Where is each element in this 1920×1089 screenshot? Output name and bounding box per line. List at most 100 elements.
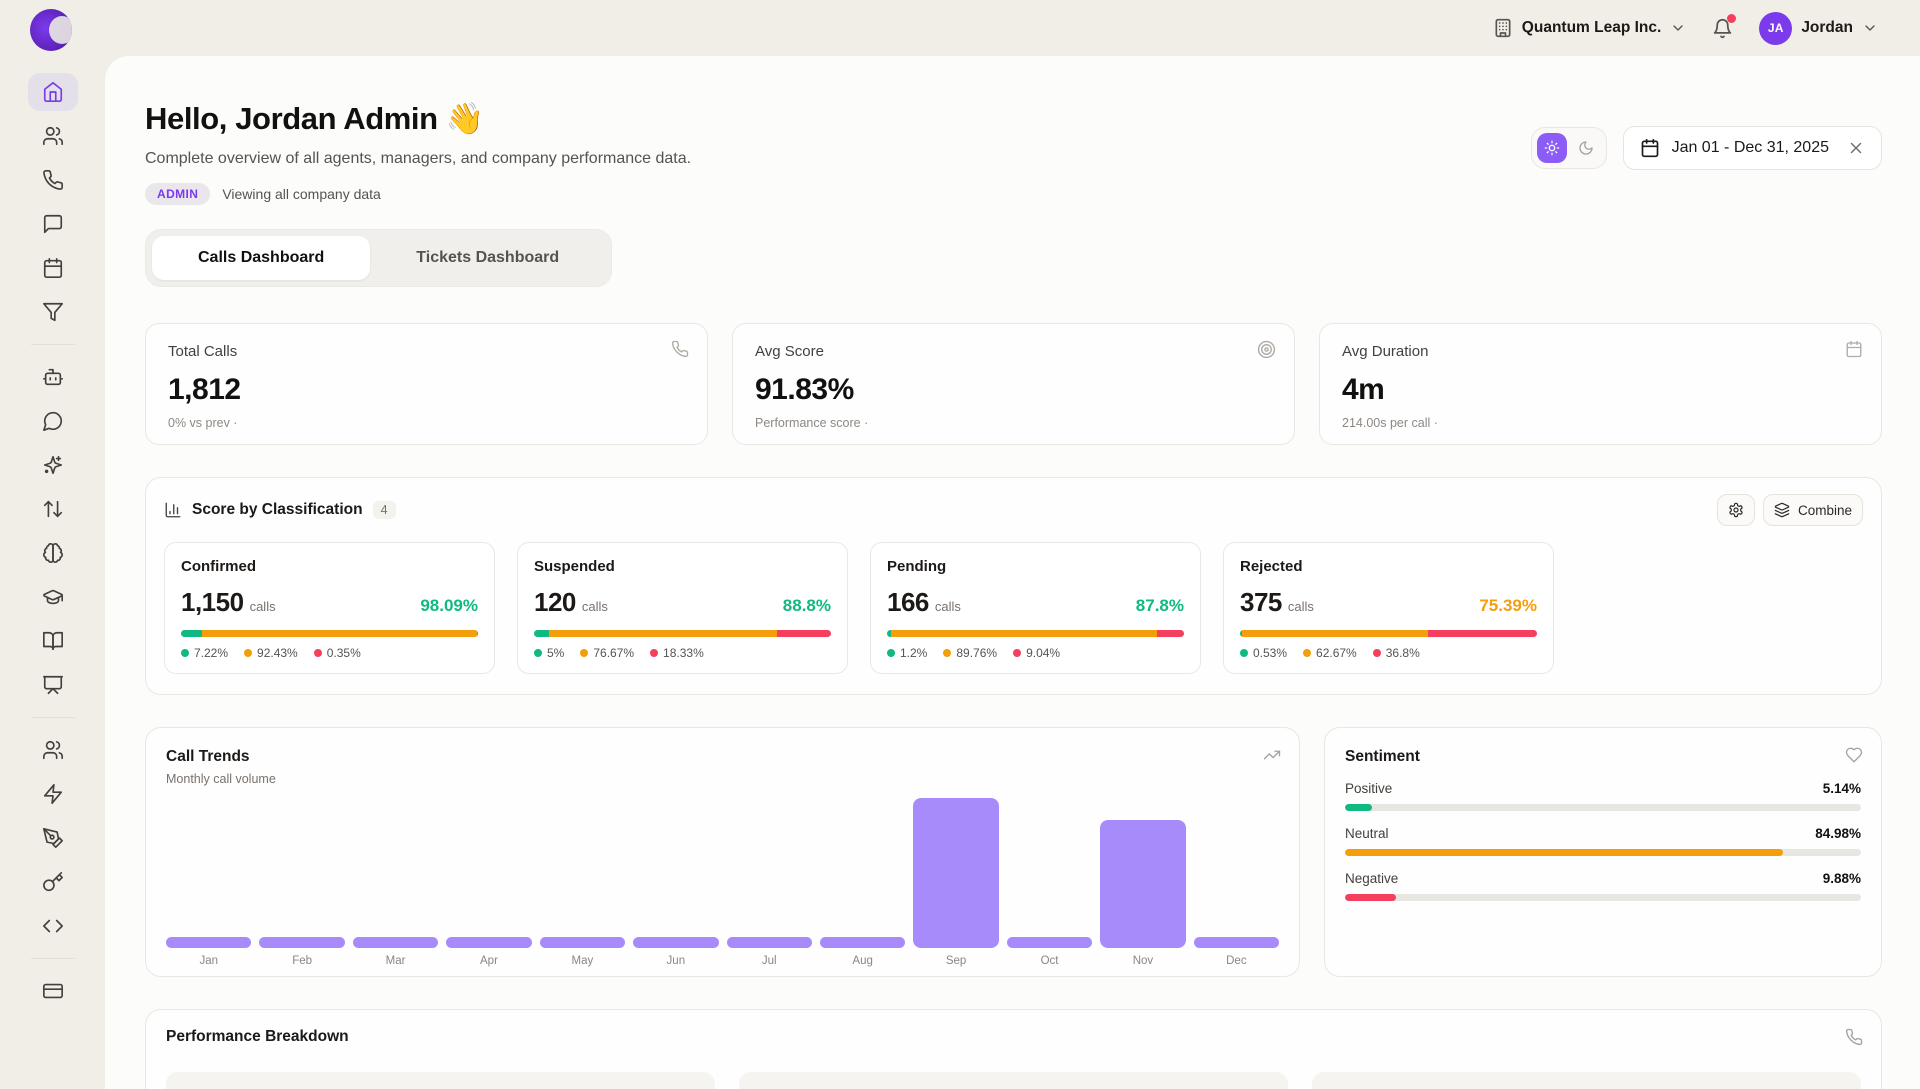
performance-breakdown-title: Performance Breakdown bbox=[166, 1028, 349, 1045]
trend-axis-label: Sep bbox=[945, 955, 967, 967]
sidebar-item-filters[interactable] bbox=[28, 293, 78, 331]
stat-sub: Performance score · bbox=[755, 416, 869, 430]
breakdown-cell-total-calls: Total Calls bbox=[166, 1072, 715, 1089]
theme-toggle[interactable] bbox=[1530, 127, 1607, 169]
dark-mode-button[interactable] bbox=[1571, 133, 1601, 163]
calendar-icon bbox=[1641, 138, 1658, 158]
trend-bar-jan[interactable] bbox=[166, 937, 252, 948]
company-picker[interactable]: Quantum Leap Inc. bbox=[1493, 18, 1687, 38]
phone-icon bbox=[42, 170, 63, 190]
settings-button[interactable] bbox=[1716, 494, 1755, 526]
trend-bar-dec[interactable] bbox=[1193, 937, 1280, 948]
trend-bar-feb[interactable] bbox=[259, 937, 345, 948]
chevron-down-icon bbox=[1670, 20, 1686, 36]
sidebar-item-calls[interactable] bbox=[28, 161, 78, 199]
sidebar-item-access[interactable] bbox=[28, 863, 78, 901]
trend-axis-label: Jan bbox=[199, 955, 218, 967]
breakdown-cell-active-agents: Active Agents bbox=[739, 1072, 1288, 1089]
trend-bar-sep[interactable] bbox=[913, 798, 999, 948]
sidebar-item-bot[interactable] bbox=[28, 358, 78, 396]
zap-icon bbox=[43, 784, 62, 804]
classification-calls-suffix: calls bbox=[249, 599, 276, 614]
sidebar-item-calendar[interactable] bbox=[28, 249, 78, 287]
sidebar-item-developer[interactable] bbox=[28, 907, 78, 945]
sidebar-item-users[interactable] bbox=[28, 117, 78, 155]
trend-bar-mar[interactable] bbox=[352, 937, 439, 948]
stat-card-avg-score: Avg Score 91.83% Performance score · bbox=[732, 323, 1295, 445]
tab-calls-dashboard[interactable]: Calls Dashboard bbox=[152, 236, 371, 280]
trend-bar-apr[interactable] bbox=[446, 937, 532, 948]
home-icon bbox=[43, 82, 62, 102]
sidebar-item-training[interactable] bbox=[28, 578, 78, 616]
stats-row: Total Calls 1,812 0% vs prev · Avg Score… bbox=[145, 323, 1882, 445]
phone-icon bbox=[671, 340, 689, 358]
user-name: Jordan bbox=[1801, 19, 1853, 36]
trending-up-icon bbox=[1263, 746, 1281, 764]
stat-value: 4m bbox=[1342, 373, 1385, 406]
count-badge: 4 bbox=[372, 501, 396, 519]
key-icon bbox=[42, 872, 63, 892]
page-title: Hello, Jordan Admin 👋 bbox=[145, 101, 485, 136]
trend-axis-label: May bbox=[571, 955, 594, 967]
sidebar-item-home[interactable] bbox=[27, 73, 78, 111]
trend-axis-label: Mar bbox=[385, 955, 406, 967]
trend-bar-may[interactable] bbox=[539, 937, 626, 948]
trend-bar-jun[interactable] bbox=[633, 937, 719, 948]
sidebar-item-transfers[interactable] bbox=[28, 490, 78, 528]
sidebar-item-presentation[interactable] bbox=[28, 666, 78, 704]
sentiment-row-negative: Negative 9.88% bbox=[1345, 871, 1861, 901]
classification-title: Confirmed bbox=[181, 558, 256, 575]
trend-bar-nov[interactable] bbox=[1100, 820, 1186, 948]
sidebar-item-messages[interactable] bbox=[28, 205, 78, 243]
sentiment-row-positive: Positive 5.14% bbox=[1345, 781, 1861, 811]
sparkles-icon bbox=[43, 455, 62, 475]
sidebar-item-library[interactable] bbox=[28, 622, 78, 660]
trend-bar-jul[interactable] bbox=[726, 937, 812, 948]
chart-subtitle: Monthly call volume bbox=[166, 772, 276, 786]
notifications-button[interactable] bbox=[1712, 13, 1737, 39]
combine-button[interactable]: Combine bbox=[1762, 494, 1863, 526]
bar-chart-axis: Jan Feb Mar Apr May Jun Jul Aug Sep Oct Nov Dec bbox=[166, 955, 1279, 967]
stat-label: Avg Score bbox=[755, 343, 824, 360]
stat-card-avg-duration: Avg Duration 4m 214.00s per call · bbox=[1319, 323, 1882, 445]
breakdown-cell-avg-score: Avg Score bbox=[1312, 1072, 1861, 1089]
section-title: Score by Classification bbox=[192, 501, 363, 518]
date-range-picker[interactable]: Jan 01 - Dec 31, 2025 bbox=[1622, 126, 1882, 170]
sidebar-divider bbox=[30, 717, 75, 718]
combine-label: Combine bbox=[1797, 502, 1852, 518]
classification-card-suspended: Suspended 120 calls 88.8% 5% 76.67% 18.3… bbox=[517, 542, 848, 674]
sentiment-title: Sentiment bbox=[1345, 748, 1420, 765]
classification-title: Pending bbox=[887, 558, 947, 575]
brain-icon bbox=[42, 543, 63, 563]
sidebar-item-insights[interactable] bbox=[28, 534, 78, 572]
classification-legend: 1.2% 89.76% 9.04% bbox=[887, 646, 1184, 660]
trend-axis-label: Aug bbox=[852, 955, 873, 967]
classification-title: Rejected bbox=[1240, 558, 1303, 575]
sidebar-item-team[interactable] bbox=[28, 731, 78, 769]
credit-card-icon bbox=[42, 983, 63, 999]
sidebar-item-ai[interactable] bbox=[28, 446, 78, 484]
sidebar-item-automations[interactable] bbox=[28, 775, 78, 813]
stat-label: Total Calls bbox=[168, 343, 238, 360]
arrow-up-down-icon bbox=[43, 500, 62, 518]
users-icon bbox=[42, 126, 63, 146]
sidebar-item-chat[interactable] bbox=[28, 402, 78, 440]
calendar-icon bbox=[1845, 340, 1863, 358]
classification-progress-bar bbox=[887, 630, 1184, 637]
classification-score: 98.09% bbox=[420, 596, 478, 615]
user-menu[interactable]: JA Jordan bbox=[1759, 11, 1878, 45]
trend-bar-aug[interactable] bbox=[819, 937, 906, 948]
tab-tickets-dashboard[interactable]: Tickets Dashboard bbox=[416, 249, 560, 266]
sidebar-item-design[interactable] bbox=[28, 819, 78, 857]
trend-bar-oct[interactable] bbox=[1006, 937, 1093, 948]
bar-chart-icon bbox=[165, 502, 181, 518]
company-name: Quantum Leap Inc. bbox=[1521, 19, 1662, 36]
stat-label: Avg Duration bbox=[1342, 343, 1429, 360]
target-icon bbox=[1257, 340, 1276, 359]
light-mode-button[interactable] bbox=[1536, 133, 1567, 163]
trend-axis-label: Jul bbox=[761, 955, 777, 967]
gear-icon bbox=[1729, 502, 1743, 518]
clear-date-icon[interactable] bbox=[1847, 139, 1865, 157]
sidebar-item-billing[interactable] bbox=[28, 972, 78, 1010]
app-logo[interactable] bbox=[30, 9, 72, 51]
